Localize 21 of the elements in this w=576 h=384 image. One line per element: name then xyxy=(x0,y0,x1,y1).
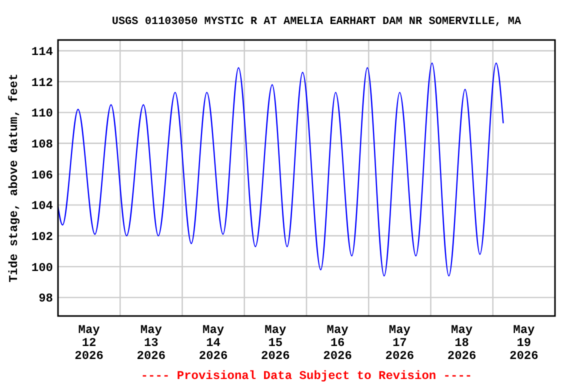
text: ---- Provisional Data Subject to Revision ---- xyxy=(140,369,472,383)
x-tick-label: May 16 2026 xyxy=(323,323,352,363)
x-tick-label: May 14 2026 xyxy=(198,323,228,363)
line-series xyxy=(57,62,504,277)
x-tick-label: May 12 2026 xyxy=(74,323,104,363)
y-tick-label: 104 xyxy=(31,199,53,214)
y-tick-label: 100 xyxy=(31,260,53,275)
y-tick-label: 114 xyxy=(31,44,53,59)
x-tick-label: May 13 2026 xyxy=(136,323,166,363)
x-tick-label: May 17 2026 xyxy=(385,323,414,363)
y-tick-label: 110 xyxy=(31,106,53,121)
x-tick-label: May 15 2026 xyxy=(261,323,290,363)
y-tick-label: 112 xyxy=(31,76,53,90)
y-tick-label: 98 xyxy=(38,292,53,306)
y-tick-label: 102 xyxy=(31,230,53,244)
chart-title: USGS 01103050 MYSTIC R AT AMELIA EARHART DAM NR SOMERVILLE, MA xyxy=(112,16,522,28)
y-axis-title: Tide stage, above datum, feet xyxy=(7,74,21,282)
y-tick-label: 106 xyxy=(31,168,53,182)
x-tick-label: May 18 2026 xyxy=(447,323,476,363)
y-tick-label: 108 xyxy=(31,138,53,152)
x-tick-label: May 19 2026 xyxy=(510,323,538,363)
